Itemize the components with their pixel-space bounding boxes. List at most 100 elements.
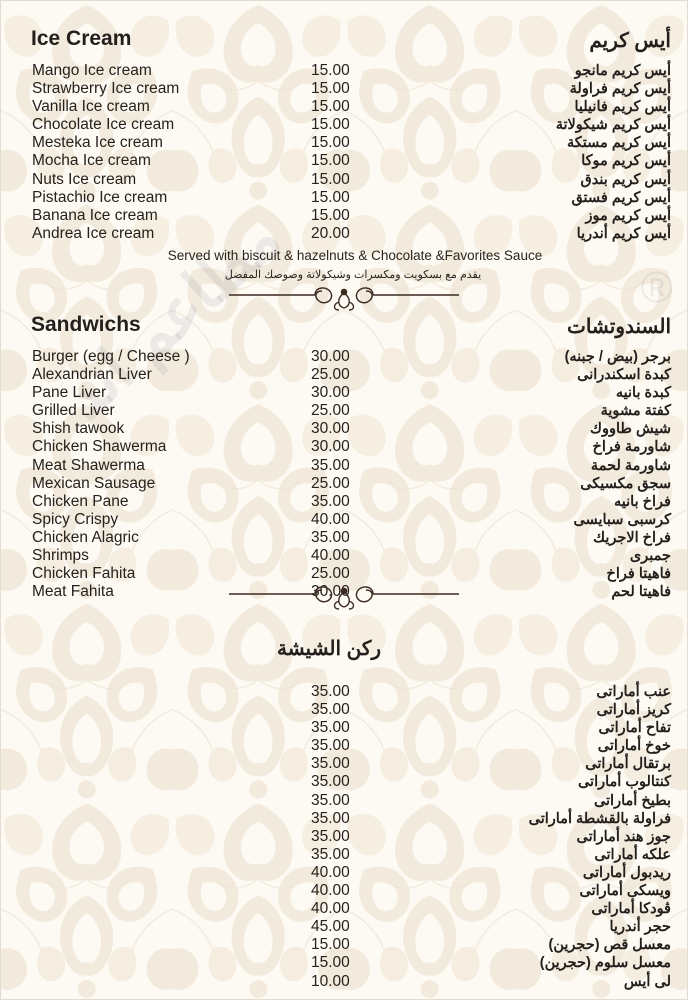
item-price: 30.00 [311, 420, 350, 438]
item-price: 35.00 [311, 492, 350, 510]
item-price: 15.00 [311, 936, 350, 954]
menu-item-row[interactable]: Chicken Pane 35.00 فراخ بانيه [1, 493, 687, 511]
item-name-en: Shrimps [32, 547, 89, 565]
item-name-en: Nuts Ice cream [32, 170, 137, 188]
menu-item-row[interactable]: Banana Ice cream 15.00 أيس كريم موز [1, 207, 687, 225]
menu-item-row[interactable]: 35.00 كريز أماراتى [1, 701, 687, 719]
item-price: 25.00 [311, 402, 350, 420]
menu-item-row[interactable]: Spicy Crispy 40.00 كرسبى سبايسى [1, 511, 687, 529]
menu-item-row[interactable]: Mocha Ice cream 15.00 أيس كريم موكا [1, 152, 687, 170]
item-price: 15.00 [311, 188, 350, 206]
sandwichs-item-list: Burger (egg / Cheese ) 30.00 برجر (بيض /… [1, 348, 687, 601]
item-name-en: Shish tawook [32, 420, 125, 438]
item-name-ar: كنتالوب أماراتى [577, 774, 671, 791]
item-price: 30.00 [311, 348, 350, 365]
item-name-ar: أيس كريم فانيليا [574, 99, 671, 116]
item-name-ar: برجر (بيض / جبنه) [564, 349, 671, 365]
item-name-ar: تفاح أماراتى [598, 720, 671, 737]
menu-item-row[interactable]: 35.00 علكه أماراتى [1, 846, 687, 864]
menu-item-row[interactable]: Nuts Ice cream 15.00 أيس كريم بندق [1, 171, 687, 189]
menu-item-row[interactable]: 15.00 معسل سلوم (حجرين) [1, 954, 687, 972]
item-price: 15.00 [311, 134, 350, 152]
menu-item-row[interactable]: 35.00 جوز هند أماراتى [1, 828, 687, 846]
menu-item-row[interactable]: 15.00 معسل قص (حجرين) [1, 936, 687, 954]
menu-item-row[interactable]: 35.00 بطيخ أماراتى [1, 792, 687, 810]
item-name-ar: أيس كريم مانجو [574, 63, 671, 79]
menu-item-row[interactable]: 35.00 خوخ أماراتى [1, 737, 687, 755]
menu-item-row[interactable]: Chicken Fahita 25.00 فاهيتا فراخ [1, 565, 687, 583]
menu-item-row[interactable]: 35.00 فراولة بالقشطة أماراتى [1, 810, 687, 828]
section-ice-cream: Ice Cream أيس كريم Mango Ice cream 15.00… [1, 27, 687, 243]
item-price: 35.00 [311, 845, 350, 863]
menu-item-row[interactable]: 35.00 تفاح أماراتى [1, 719, 687, 737]
menu-item-row[interactable]: Chocolate Ice cream 15.00 أيس كريم شيكول… [1, 116, 687, 134]
item-price: 10.00 [311, 972, 350, 990]
menu-item-row[interactable]: 35.00 برتقال أماراتى [1, 755, 687, 773]
item-name-ar: برتقال أماراتى [585, 756, 671, 773]
item-price: 25.00 [311, 366, 350, 384]
menu-item-row[interactable]: Pane Liver 30.00 كبدة بانيه [1, 384, 687, 402]
item-price: 35.00 [311, 755, 350, 773]
menu-item-row[interactable]: Strawberry Ice cream 15.00 أيس كريم فراو… [1, 80, 687, 98]
menu-item-row[interactable]: Grilled Liver 25.00 كفتة مشوية [1, 402, 687, 420]
menu-item-row[interactable]: 45.00 حجر أندريا [1, 918, 687, 936]
menu-item-row[interactable]: 35.00 عنب أماراتى [1, 683, 687, 701]
item-price: 15.00 [311, 116, 350, 134]
menu-item-row[interactable]: Meat Shawerma 35.00 شاورمة لحمة [1, 457, 687, 475]
item-name-ar: معسل قص (حجرين) [548, 937, 672, 954]
menu-item-row[interactable]: Chicken Shawerma 30.00 شاورمة فراخ [1, 438, 687, 456]
item-name-en: Chicken Fahita [32, 565, 136, 583]
serving-note-ar: يقدم مع بسكويت ومكسرات وشيكولاتة وصوصك ا… [224, 269, 482, 281]
sandwichs-title-en: Sandwichs [31, 313, 141, 336]
menu-item-row[interactable]: Burger (egg / Cheese ) 30.00 برجر (بيض /… [1, 348, 687, 366]
item-name-ar: أيس كريم أندريا [576, 225, 671, 242]
item-price: 35.00 [311, 719, 350, 737]
menu-item-row[interactable]: Shish tawook 30.00 شيش طاووك [1, 420, 687, 438]
item-name-ar: كبدة اسكندرانى [577, 367, 671, 384]
menu-item-row[interactable]: Alexandrian Liver 25.00 كبدة اسكندرانى [1, 366, 687, 384]
item-name-ar: خوخ أماراتى [597, 738, 671, 755]
item-name-ar: شيش طاووك [590, 421, 671, 438]
item-price: 20.00 [311, 224, 350, 242]
menu-item-row[interactable]: Vanilla Ice cream 15.00 أيس كريم فانيليا [1, 98, 687, 116]
item-price: 35.00 [311, 773, 350, 791]
item-name-en: Chicken Pane [32, 492, 129, 510]
item-name-ar: فراخ الاجريك [593, 529, 671, 546]
item-price: 15.00 [311, 62, 350, 79]
ice-cream-title-ar: أيس كريم [589, 30, 671, 52]
item-name-ar: جمبرى [629, 548, 671, 565]
item-price: 35.00 [311, 827, 350, 845]
item-name-ar: حجر أندريا [609, 919, 671, 936]
menu-item-row[interactable]: Mango Ice cream 15.00 أيس كريم مانجو [1, 62, 687, 80]
menu-item-row[interactable]: Andrea Ice cream 20.00 أيس كريم أندريا [1, 225, 687, 243]
item-price: 40.00 [311, 863, 350, 881]
item-name-ar: ويسكى أماراتى [579, 883, 671, 900]
menu-item-row[interactable]: 10.00 لى أيس [1, 973, 687, 991]
menu-item-row[interactable]: 40.00 ويسكى أماراتى [1, 882, 687, 900]
menu-item-row[interactable]: 35.00 كنتالوب أماراتى [1, 773, 687, 791]
menu-item-row[interactable]: Pistachio Ice cream 15.00 أيس كريم فستق [1, 189, 687, 207]
item-price: 45.00 [311, 918, 350, 936]
shisha-title-ar: ركن الشيشة [276, 638, 382, 660]
menu-item-row[interactable]: 40.00 ڤودكا أماراتى [1, 900, 687, 918]
item-name-ar: علكه أماراتى [594, 846, 671, 863]
item-name-en: Mocha Ice cream [32, 152, 151, 170]
item-name-ar: كريز أماراتى [596, 702, 671, 719]
item-name-en: Banana Ice cream [32, 206, 158, 224]
menu-item-row[interactable]: Mexican Sausage 25.00 سجق مكسيكى [1, 475, 687, 493]
section-shisha: 35.00 عنب أماراتى 35.00 كريز أماراتى 35.… [1, 683, 687, 991]
item-price: 15.00 [311, 80, 350, 98]
item-price: 25.00 [311, 474, 350, 492]
item-name-ar: أيس كريم موز [585, 207, 671, 224]
item-name-ar: فراولة بالقشطة أماراتى [528, 810, 671, 827]
sandwichs-heading: Sandwichs السندوتشات [1, 313, 687, 343]
menu-item-row[interactable]: Mesteka Ice cream 15.00 أيس كريم مستكة [1, 134, 687, 152]
menu-item-row[interactable]: Shrimps 40.00 جمبرى [1, 547, 687, 565]
menu-item-row[interactable]: 40.00 ريدبول أماراتى [1, 864, 687, 882]
item-name-en: Mexican Sausage [32, 474, 156, 492]
item-name-ar: فاهيتا فراخ [606, 566, 671, 583]
serving-note-en: Served with biscuit & hazelnuts & Chocol… [167, 248, 543, 263]
item-price: 15.00 [311, 954, 350, 972]
menu-item-row[interactable]: Chicken Alagric 35.00 فراخ الاجريك [1, 529, 687, 547]
